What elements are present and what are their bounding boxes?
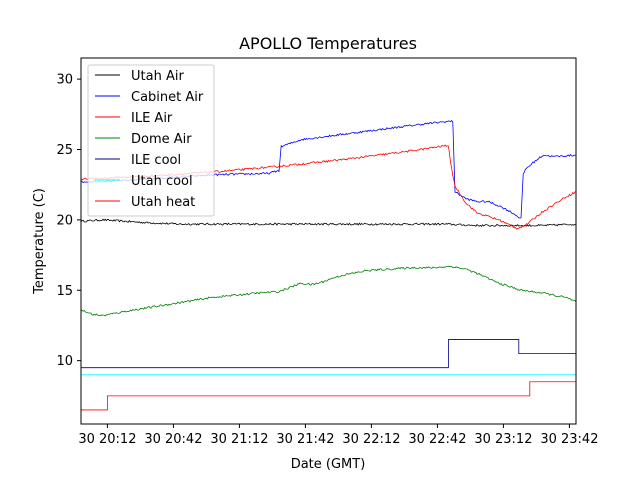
series-line-ile-cool — [81, 339, 576, 369]
y-axis-label: Temperature (C) — [32, 188, 47, 295]
legend-label-utah-cool: Utah cool — [131, 174, 193, 189]
chart-title: APOLLO Temperatures — [239, 34, 417, 53]
legend-label-utah-air: Utah Air — [131, 69, 184, 84]
legend-label-utah-heat: Utah heat — [131, 195, 195, 210]
x-tick-label: 30 21:12 — [210, 432, 268, 447]
x-tick-label: 30 20:12 — [78, 432, 136, 447]
series-line-utah-air — [81, 218, 576, 228]
legend-label-cabinet-air: Cabinet Air — [131, 90, 204, 105]
series-line-dome-air — [81, 265, 576, 317]
y-tick-label: 10 — [56, 354, 73, 369]
x-tick-label: 30 22:12 — [342, 432, 400, 447]
legend-label-dome-air: Dome Air — [131, 132, 192, 147]
y-tick-label: 20 — [56, 213, 73, 228]
legend-label-ile-air: ILE Air — [131, 111, 173, 126]
x-axis-label: Date (GMT) — [291, 457, 366, 472]
y-tick-label: 25 — [56, 143, 73, 158]
x-axis-ticks: 30 20:12 30 20:42 30 21:12 30 21:42 30 22:12… — [78, 424, 598, 447]
legend: Utah Air Cabinet Air ILE Air Dome Air ILE co… — [87, 64, 215, 217]
x-tick-label: 30 20:42 — [144, 432, 202, 447]
x-tick-label: 30 23:12 — [474, 432, 532, 447]
y-tick-label: 30 — [56, 73, 73, 88]
x-tick-label: 30 22:42 — [408, 432, 466, 447]
y-tick-label: 15 — [56, 284, 73, 299]
series-line-utah-heat — [81, 381, 576, 411]
y-axis-ticks: 10 15 20 25 30 — [56, 73, 81, 369]
legend-box — [87, 64, 215, 217]
x-tick-label: 30 21:42 — [276, 432, 334, 447]
plot-frame — [80, 57, 577, 425]
x-tick-label: 30 23:42 — [540, 432, 598, 447]
legend-label-ile-cool: ILE cool — [131, 153, 181, 168]
